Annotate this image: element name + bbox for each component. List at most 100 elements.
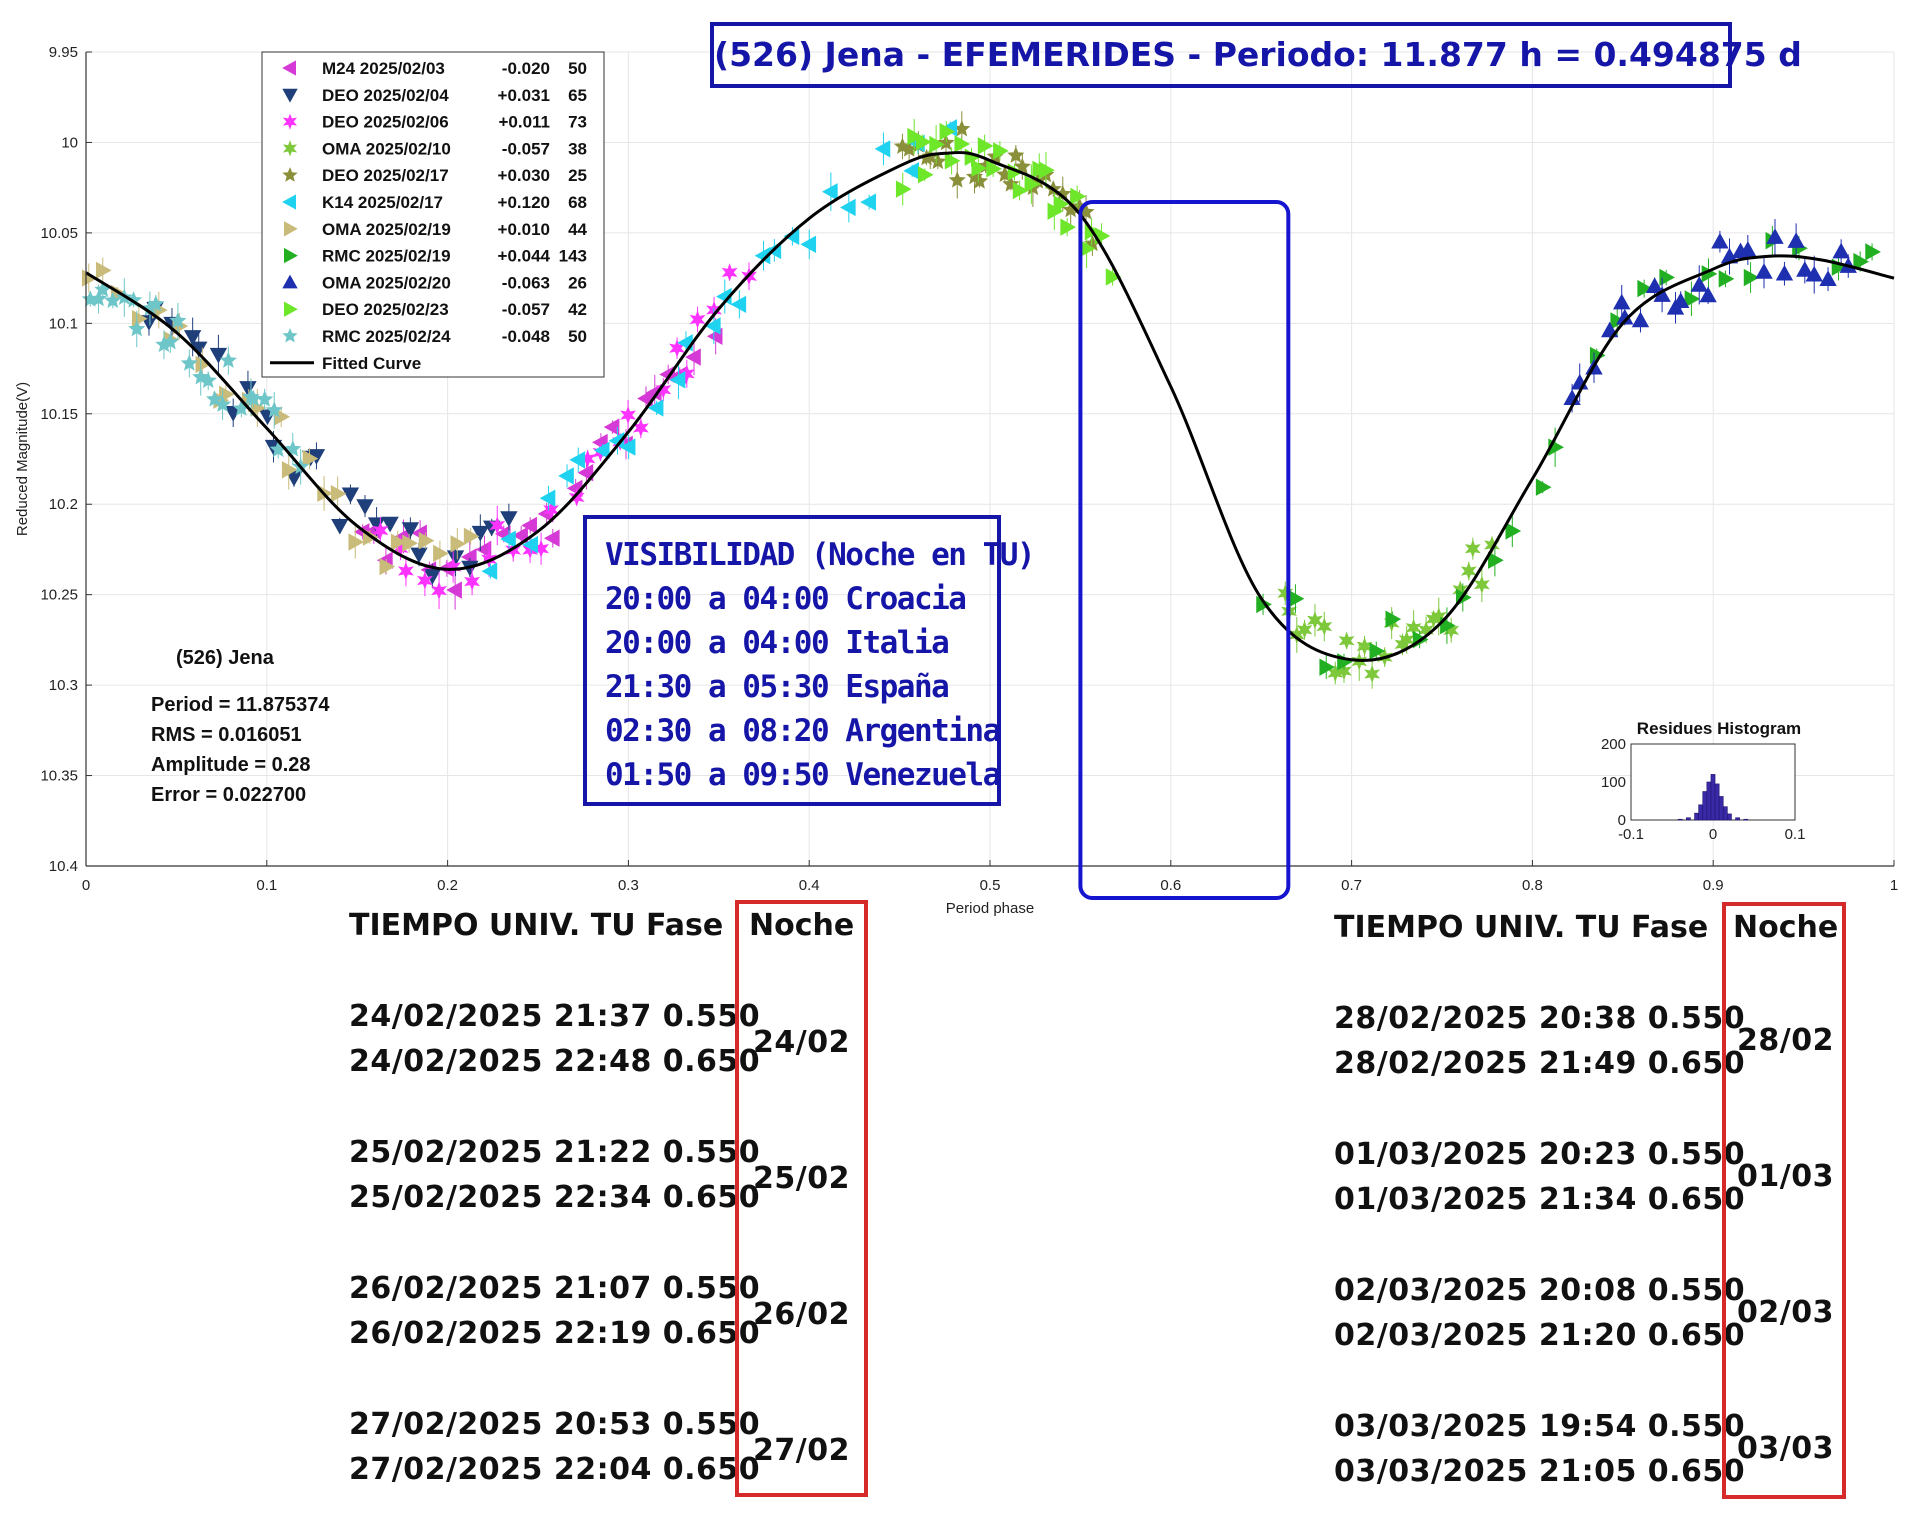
data-point xyxy=(577,464,594,482)
histogram-bar xyxy=(1694,812,1699,821)
data-point xyxy=(1755,263,1773,279)
data-point xyxy=(669,371,686,389)
histogram-bar xyxy=(1722,806,1728,821)
data-point xyxy=(431,581,447,600)
legend-label: K14 2025/02/17 xyxy=(322,193,443,212)
data-point xyxy=(1105,268,1122,286)
legend-marker xyxy=(284,221,298,237)
data-point xyxy=(183,330,202,346)
data-point xyxy=(475,540,492,559)
data-point xyxy=(907,127,923,146)
legend-label: M24 2025/02/03 xyxy=(322,59,445,78)
data-point xyxy=(1743,268,1760,287)
data-point xyxy=(1805,265,1823,282)
legend-marker xyxy=(282,88,298,103)
series-points xyxy=(1563,219,1857,413)
histogram-y-tick: 100 xyxy=(1601,774,1626,791)
data-point xyxy=(1775,264,1794,281)
night-cell: 24/02 xyxy=(753,1025,850,1060)
histogram-bar xyxy=(1702,791,1708,821)
data-point xyxy=(481,562,498,580)
data-point xyxy=(1819,270,1837,286)
data-point xyxy=(603,418,620,436)
legend-marker xyxy=(284,301,298,317)
data-point xyxy=(1787,232,1805,248)
table-row: 28/02/2025 21:49 0.650 xyxy=(1334,1046,1746,1081)
data-point xyxy=(939,122,956,141)
data-point xyxy=(1637,279,1653,298)
data-point xyxy=(730,295,747,314)
data-point xyxy=(929,152,947,170)
histogram-bar xyxy=(1710,774,1716,821)
axes: 0 0.1 0.2 0.3 0.4 0.5 0.6 0.7 0.8 0.9 1 9.95 10 10.05… xyxy=(14,44,1898,917)
data-point xyxy=(401,522,420,538)
table-row: 25/02/2025 22:34 0.650 xyxy=(349,1180,761,1215)
y-axis-label: Reduced Magnitude(V) xyxy=(14,382,31,536)
data-point xyxy=(1007,146,1025,163)
table-row: 01/03/2025 20:23 0.550 xyxy=(1334,1137,1746,1172)
histogram-bar xyxy=(1714,783,1720,821)
data-point xyxy=(1369,642,1386,660)
data-point xyxy=(330,485,347,503)
legend-offset: +0.010 xyxy=(498,220,550,239)
data-point xyxy=(971,159,988,177)
data-point xyxy=(281,461,298,479)
data-point xyxy=(1610,312,1627,330)
data-point xyxy=(1460,561,1477,581)
data-point xyxy=(689,310,706,329)
legend-count: 73 xyxy=(568,113,587,132)
data-point xyxy=(265,401,283,418)
stat-amplitude: Amplitude = 0.28 xyxy=(151,754,311,776)
legend-offset: +0.031 xyxy=(498,86,550,105)
data-point xyxy=(1039,161,1055,179)
legend-label: DEO 2025/02/17 xyxy=(322,166,449,185)
data-point xyxy=(128,320,146,337)
chart-title: (526) Jena - EFEMERIDES - Periodo: 11.87… xyxy=(714,35,1802,74)
data-point xyxy=(678,364,695,383)
data-point xyxy=(464,572,481,591)
histogram-x-tick: -0.1 xyxy=(1618,826,1644,843)
legend-offset: -0.063 xyxy=(502,273,550,292)
legend-offset: -0.020 xyxy=(502,59,550,78)
legend-box xyxy=(261,51,605,378)
highlight-box xyxy=(1078,200,1291,900)
legend-offset: -0.048 xyxy=(502,327,550,346)
y-tick-label: 10 xyxy=(61,134,78,151)
data-point xyxy=(302,449,319,468)
table-row: 27/02/2025 22:04 0.650 xyxy=(349,1452,761,1487)
legend-marker xyxy=(284,247,298,264)
legend-marker xyxy=(282,140,298,157)
data-point xyxy=(348,533,365,551)
legend-count: 50 xyxy=(568,327,587,346)
legend-marker xyxy=(282,194,296,210)
asteroid-name: (526) Jena xyxy=(176,647,275,669)
data-point xyxy=(379,557,396,576)
data-point xyxy=(500,511,518,527)
data-point xyxy=(1070,187,1086,206)
data-point xyxy=(416,571,433,590)
histogram-bar xyxy=(1677,818,1683,821)
data-point xyxy=(512,526,528,545)
data-point xyxy=(1488,551,1504,569)
data-point xyxy=(489,516,506,535)
visibility-line: 20:00 a 04:00 Italia xyxy=(605,625,950,661)
night-cell: 25/02 xyxy=(753,1161,850,1196)
legend-label: OMA 2025/02/10 xyxy=(322,139,451,158)
data-point xyxy=(180,354,198,371)
data-point xyxy=(471,525,489,542)
data-point xyxy=(705,317,721,335)
table-row: 01/03/2025 21:34 0.650 xyxy=(1334,1182,1746,1217)
data-point xyxy=(397,561,414,581)
data-point xyxy=(619,438,636,456)
data-point xyxy=(89,289,108,307)
histogram-bar xyxy=(1743,818,1749,821)
data-point xyxy=(331,518,349,535)
data-point xyxy=(161,333,179,350)
y-tick-label: 10.2 xyxy=(49,496,78,513)
table-row: 02/03/2025 21:20 0.650 xyxy=(1334,1318,1746,1353)
table-row: 24/02/2025 22:48 0.650 xyxy=(349,1044,761,1079)
x-tick-label: 0.9 xyxy=(1703,877,1724,894)
x-tick-label: 1 xyxy=(1890,877,1898,894)
data-point xyxy=(948,171,966,188)
legend-marker xyxy=(282,60,296,76)
